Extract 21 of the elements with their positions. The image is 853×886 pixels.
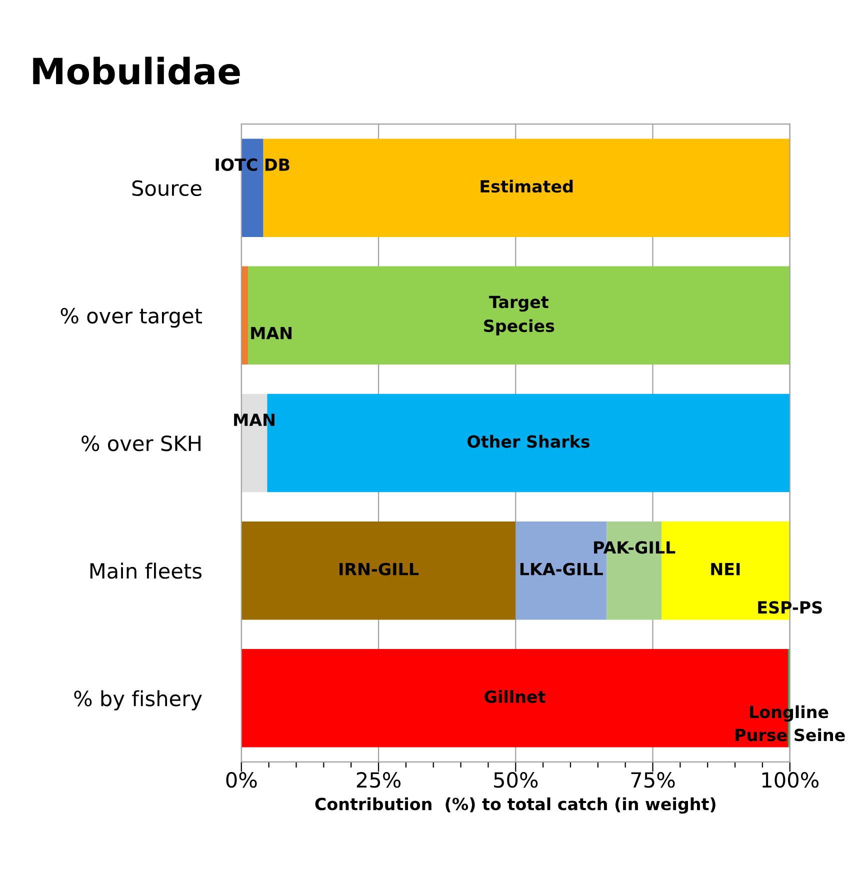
series-label: MAN	[251, 327, 292, 340]
series-label: Other Sharks	[468, 434, 590, 448]
x-tick-label: 50%	[494, 772, 538, 788]
series-label: Gillnet	[484, 690, 546, 704]
chart-title: Mobulidae	[33, 56, 240, 85]
x-tick-label: 75%	[631, 772, 675, 788]
series-label: Estimated	[480, 180, 573, 193]
series-label: LKA-GILL	[520, 562, 603, 576]
x-tick-label: 0%	[226, 772, 257, 788]
y-tick-label: % over SKH	[82, 435, 200, 452]
y-tick-label: % over target	[60, 308, 202, 328]
series-label: NEI	[711, 563, 740, 576]
y-tick-label: % by fishery	[74, 690, 202, 710]
x-axis-title: Contribution (%) to total catch (in weight)	[315, 797, 716, 814]
series-label: IRN-GILL	[340, 562, 419, 576]
y-tick-label: Source	[132, 180, 202, 196]
annotation: Purse Seine	[736, 728, 845, 742]
series-label: Target Species	[484, 296, 554, 336]
x-tick-label: 25%	[356, 772, 401, 788]
x-tick-label: 100%	[762, 772, 819, 788]
y-tick-label: Main fleets	[90, 562, 202, 579]
